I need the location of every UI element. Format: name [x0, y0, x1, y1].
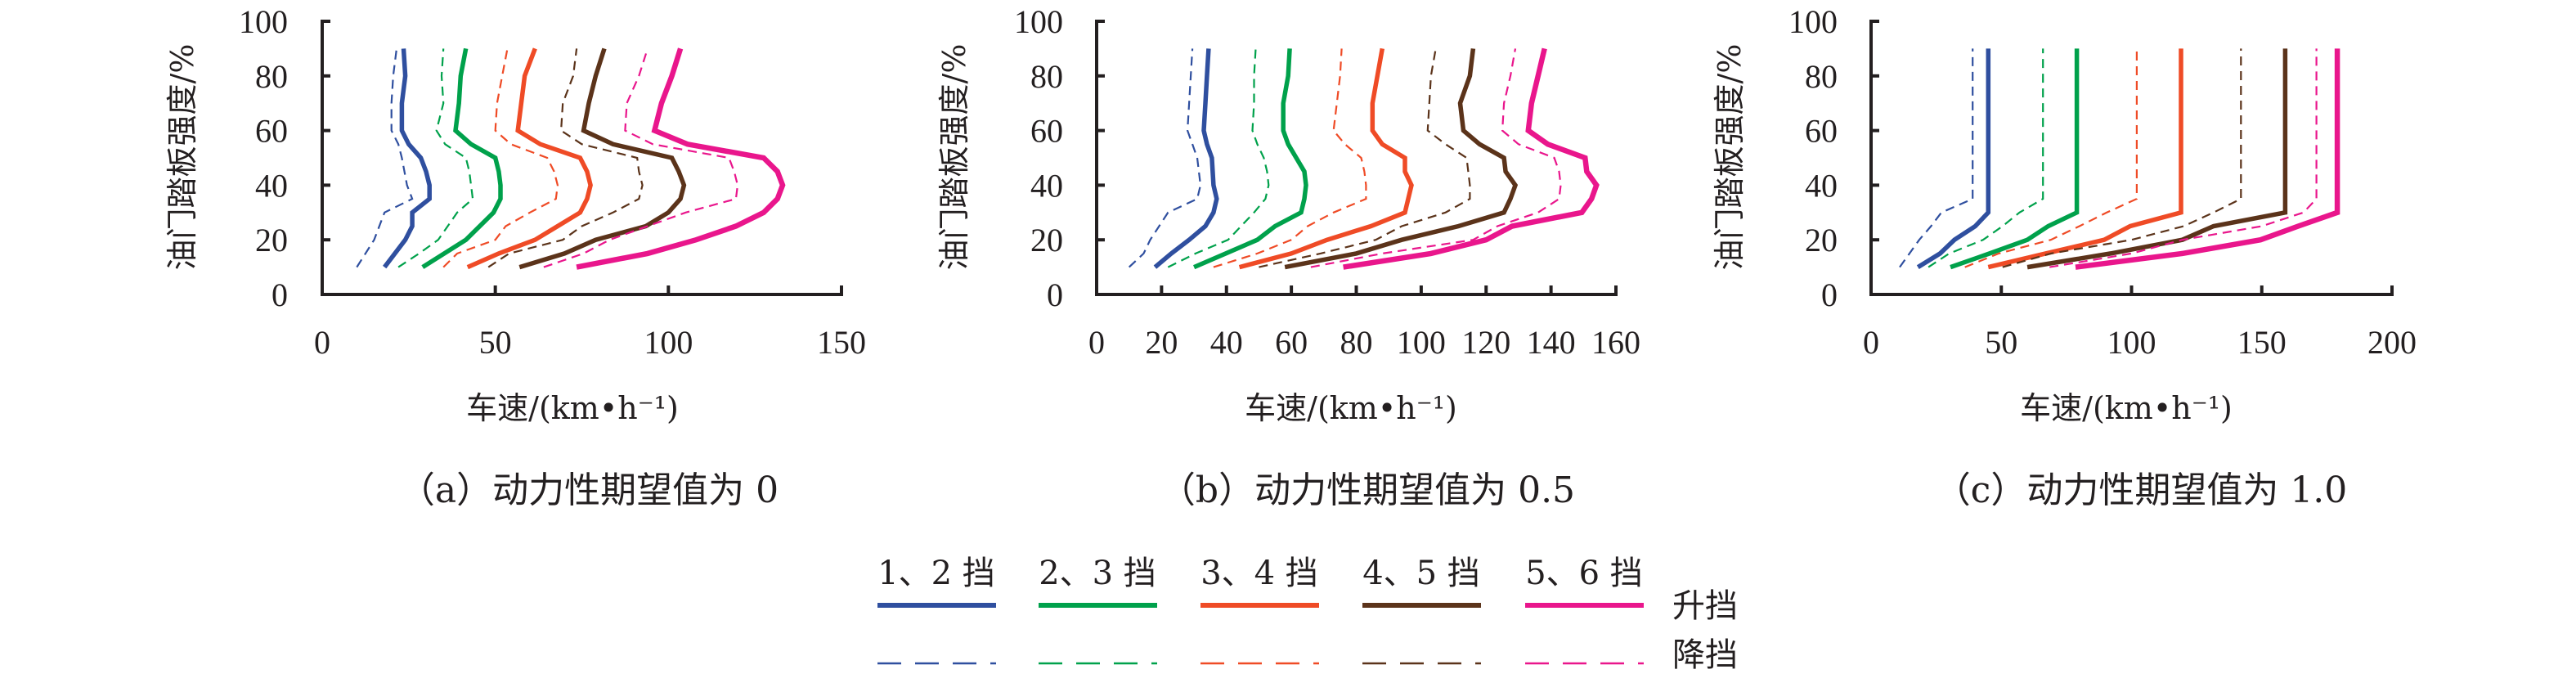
upshift-line-3-4	[1987, 48, 2183, 270]
legend-upshift-label: 升挡	[1672, 587, 1738, 625]
x-tick-label: 160	[1591, 324, 1640, 361]
x-tick-label: 100	[2107, 324, 2156, 361]
downshift-line-3-4	[1213, 48, 1367, 268]
x-tick-label: 0	[314, 324, 330, 361]
axes: 0 20 40 60 80 100 0 20 40 60 80 100 120 140 160	[1014, 3, 1640, 361]
x-tick-label: 100	[644, 324, 693, 361]
axes: 0 20 40 60 80 100 0 50 100 150	[239, 3, 866, 361]
x-tick-label: 0	[1088, 324, 1105, 361]
y-tick-label: 100	[1788, 3, 1838, 40]
upshift-line-3-4	[1238, 47, 1414, 270]
legend-swatches	[877, 603, 1644, 665]
upshift-line-1-2	[1916, 48, 1991, 269]
x-tick-label: 0	[1863, 324, 1879, 361]
x-axis-title: 车速/(km•h⁻¹)	[2020, 390, 2233, 426]
y-tick-label: 40	[1805, 167, 1838, 204]
y-tick-label: 80	[255, 58, 288, 95]
upshift-line-2-3	[1950, 48, 2080, 270]
chart-c: 油门踏板强度/% 0 20 40 60 80 100 0 50 100 150 200 车速/(km…	[1712, 3, 2417, 511]
y-tick-label: 20	[1805, 222, 1838, 258]
downshift-line-4-5	[487, 48, 644, 268]
upshift-line-2-3	[421, 47, 503, 269]
y-tick-label: 0	[1047, 276, 1063, 313]
upshift-line-1-2	[1153, 48, 1219, 269]
downshift-line-2-3	[1167, 48, 1270, 268]
y-tick-label: 20	[1030, 222, 1063, 258]
downshift-line-2-3	[1928, 48, 2044, 268]
y-tick-label: 100	[239, 3, 288, 40]
x-axis-title: 车速/(km•h⁻¹)	[1245, 390, 1457, 426]
legend-label-gear-2-3: 2、3 挡	[1039, 555, 1156, 592]
legend: 1、2 挡 2、3 挡 3、4 挡 4、5 挡 5、6 挡 升挡 降挡	[877, 555, 1738, 674]
downshift-line-1-2	[1128, 48, 1202, 268]
upshift-line-4-5	[518, 47, 687, 270]
x-tick-label: 140	[1527, 324, 1576, 361]
x-tick-label: 20	[1145, 324, 1178, 361]
y-tick-label: 40	[1030, 167, 1063, 204]
downshift-line-1-2	[1899, 48, 1974, 268]
upshift-line-3-4	[466, 47, 593, 270]
subplot-caption: （c）动力性期望值为 1.0	[1935, 470, 2348, 511]
y-tick-label: 60	[255, 113, 288, 150]
x-tick-label: 120	[1461, 324, 1510, 361]
x-axis-title: 车速/(km•h⁻¹)	[466, 390, 679, 426]
y-tick-label: 80	[1030, 58, 1063, 95]
chart-a: 油门踏板强度/% 0 20 40 60 80 100 0 50 100 150 车速/(km•h⁻…	[164, 3, 866, 511]
y-tick-label: 20	[255, 222, 288, 258]
y-axis-title: 油门踏板强度/%	[164, 44, 200, 271]
y-tick-label: 60	[1030, 113, 1063, 150]
y-tick-label: 40	[255, 167, 288, 204]
x-tick-label: 50	[1985, 324, 2017, 361]
downshift-line-4-5	[1259, 48, 1471, 268]
y-tick-label: 0	[272, 276, 288, 313]
x-tick-label: 200	[2367, 324, 2417, 361]
upshift-line-1-2	[383, 48, 432, 269]
downshift-line-3-4	[442, 48, 559, 268]
x-tick-label: 40	[1210, 324, 1243, 361]
subplot-caption: （a）动力性期望值为 0	[399, 470, 779, 511]
upshift-line-4-5	[1284, 48, 1519, 270]
x-tick-label: 50	[479, 324, 512, 361]
legend-label-gear-5-6: 5、6 挡	[1525, 555, 1643, 592]
series-group	[356, 47, 786, 270]
y-tick-label: 100	[1014, 3, 1063, 40]
y-tick-label: 0	[1821, 276, 1838, 313]
x-tick-label: 60	[1275, 324, 1308, 361]
axes: 0 20 40 60 80 100 0 50 100 150 200	[1788, 3, 2417, 361]
upshift-line-4-5	[2026, 48, 2288, 270]
legend-downshift-label: 降挡	[1672, 636, 1738, 674]
y-tick-label: 80	[1805, 58, 1838, 95]
upshift-line-5-6	[576, 47, 786, 270]
x-tick-label: 100	[1397, 324, 1446, 361]
x-tick-label: 150	[817, 324, 866, 361]
y-axis-title: 油门踏板强度/%	[1712, 44, 1748, 271]
upshift-line-2-3	[1193, 48, 1308, 270]
legend-label-gear-4-5: 4、5 挡	[1362, 555, 1480, 592]
downshift-line-5-6	[1310, 48, 1562, 268]
series-group	[1128, 47, 1600, 270]
series-group	[1899, 48, 2340, 270]
x-tick-label: 150	[2237, 324, 2287, 361]
downshift-line-2-3	[397, 48, 474, 268]
y-tick-label: 60	[1805, 113, 1838, 150]
upshift-line-5-6	[2075, 48, 2340, 270]
subplot-caption: （b）动力性期望值为 0.5	[1160, 470, 1575, 511]
x-tick-label: 80	[1340, 324, 1373, 361]
legend-label-gear-1-2: 1、2 挡	[877, 555, 995, 592]
upshift-line-5-6	[1343, 47, 1600, 270]
downshift-line-4-5	[2002, 48, 2242, 268]
y-axis-title: 油门踏板强度/%	[936, 44, 972, 271]
chart-b: 油门踏板强度/% 0 20 40 60 80 100 0 20 40 60 80 100 120 140 1…	[936, 3, 1640, 511]
downshift-line-3-4	[1964, 48, 2138, 268]
downshift-line-1-2	[356, 48, 414, 268]
legend-label-gear-3-4: 3、4 挡	[1200, 555, 1318, 592]
